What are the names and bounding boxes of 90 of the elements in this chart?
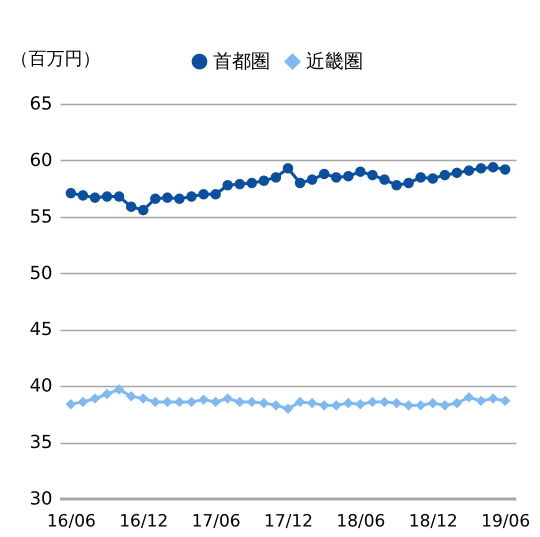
point — [452, 398, 462, 408]
point — [415, 400, 426, 411]
point — [66, 398, 76, 410]
point — [210, 396, 221, 408]
point — [222, 180, 233, 190]
x-tick-label: 16/06 — [46, 512, 96, 532]
point — [162, 192, 173, 203]
y-tick-label: 40 — [30, 376, 52, 397]
point — [66, 188, 76, 198]
point — [294, 396, 306, 408]
x-tick-label: 18/12 — [408, 512, 458, 532]
point — [198, 189, 209, 200]
point — [114, 384, 124, 395]
point — [367, 170, 378, 180]
point — [186, 191, 197, 202]
point — [282, 163, 294, 174]
point — [476, 163, 486, 174]
y-tick-label: 60 — [30, 150, 52, 171]
point — [440, 400, 450, 411]
point — [198, 394, 209, 405]
point — [306, 398, 318, 408]
point — [282, 403, 294, 414]
y-tick-label: 55 — [30, 206, 52, 228]
x-tick-label: 19/06 — [481, 512, 530, 532]
point — [78, 190, 88, 201]
point — [391, 398, 402, 408]
legend-label: 近畿圏 — [306, 50, 363, 73]
point — [318, 400, 330, 411]
point — [234, 178, 245, 190]
x-tick-label: 18/06 — [336, 512, 386, 532]
point — [174, 194, 185, 204]
point — [379, 174, 390, 185]
point — [379, 396, 390, 408]
point — [234, 396, 245, 408]
point — [452, 168, 462, 178]
point — [186, 396, 197, 408]
point — [318, 168, 330, 180]
point — [488, 393, 498, 404]
y-tick-label: 65 — [30, 94, 52, 114]
point — [476, 396, 486, 406]
point — [102, 191, 112, 202]
point — [150, 194, 161, 204]
point — [488, 162, 498, 172]
point — [258, 398, 270, 408]
y-tick-label: 30 — [30, 488, 52, 510]
y-tick-label: 35 — [30, 432, 52, 454]
point — [415, 172, 426, 183]
point — [222, 393, 233, 404]
x-tick-label: 17/12 — [264, 512, 313, 532]
point — [343, 398, 354, 408]
point — [331, 172, 342, 183]
point — [500, 396, 510, 406]
point — [306, 174, 318, 185]
point — [126, 391, 136, 402]
point — [403, 178, 414, 188]
point — [138, 393, 148, 404]
y-tick-label: 50 — [30, 262, 52, 284]
point — [246, 178, 258, 188]
point — [428, 398, 438, 408]
point — [294, 178, 306, 188]
point — [90, 393, 100, 404]
point — [464, 392, 474, 403]
point — [114, 191, 124, 202]
point — [500, 164, 510, 175]
point — [331, 400, 342, 411]
point — [403, 400, 414, 411]
point — [355, 166, 366, 177]
point — [138, 204, 148, 216]
point — [78, 396, 88, 408]
legend-label: 首都圏 — [213, 50, 270, 73]
point — [258, 176, 270, 186]
point — [464, 165, 474, 176]
x-tick-label: 16/12 — [119, 512, 168, 532]
point — [270, 400, 282, 411]
point — [126, 201, 136, 212]
point — [440, 170, 450, 180]
point — [246, 396, 258, 408]
point — [90, 192, 100, 203]
point — [210, 189, 221, 200]
point — [391, 180, 402, 190]
point — [367, 396, 378, 408]
point — [343, 170, 354, 182]
point — [270, 172, 282, 183]
x-tick-label: 17/06 — [192, 512, 241, 532]
point — [174, 396, 185, 408]
y-axis-title: （百万円） — [10, 48, 100, 70]
point — [102, 388, 112, 400]
point — [355, 398, 366, 410]
point — [428, 173, 438, 184]
y-tick-label: 45 — [30, 319, 52, 340]
